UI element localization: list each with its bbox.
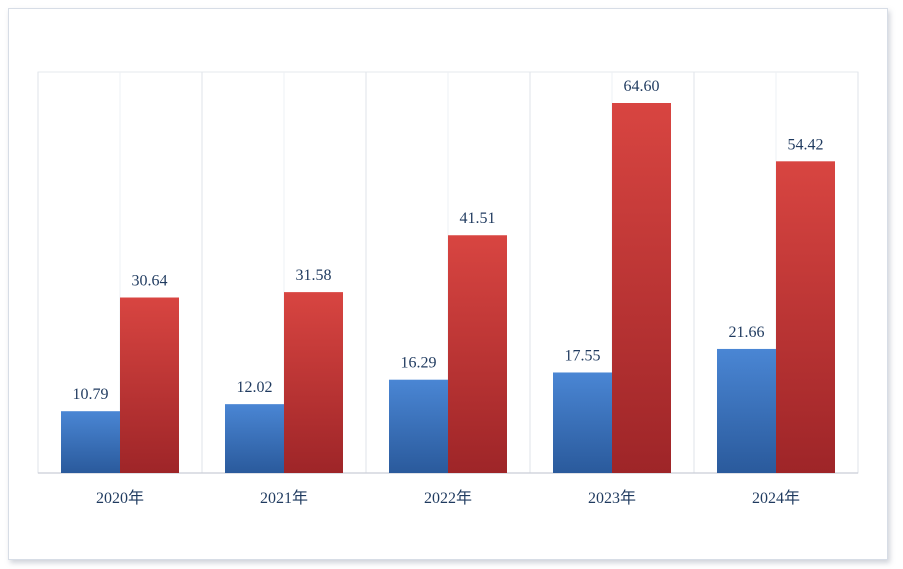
category-label: 2022年 <box>424 489 472 507</box>
data-label: 12.02 <box>237 379 273 396</box>
data-label: 31.58 <box>296 267 332 284</box>
bar-series2-4 <box>776 161 835 473</box>
category-label: 2023年 <box>588 489 636 507</box>
category-label: 2021年 <box>260 489 308 507</box>
bar-series2-1 <box>284 292 343 473</box>
data-label: 10.79 <box>73 386 109 403</box>
category-label: 2020年 <box>96 489 144 507</box>
bar-series2-2 <box>448 235 507 473</box>
data-label: 64.60 <box>624 78 660 95</box>
data-label: 16.29 <box>401 355 437 372</box>
data-label: 30.64 <box>132 273 168 290</box>
bar-series2-0 <box>120 297 179 473</box>
bar-series2-3 <box>612 103 671 473</box>
bar-series1-3 <box>553 372 612 473</box>
bar-series1-2 <box>389 379 448 473</box>
bar-series1-1 <box>225 404 284 473</box>
data-label: 17.55 <box>565 347 601 364</box>
bars-group <box>61 103 835 473</box>
bar-series1-4 <box>717 348 776 473</box>
category-label: 2024年 <box>752 489 800 507</box>
data-labels-group: 10.79 30.64 12.02 31.58 16.29 41.51 17.55 64.60… <box>73 78 824 403</box>
data-label: 41.51 <box>460 210 496 227</box>
category-labels-group: 2020年 2021年 2022年 2023年 2024年 <box>96 489 800 507</box>
data-label: 21.66 <box>729 324 765 341</box>
data-label: 54.42 <box>788 136 824 153</box>
bar-series1-0 <box>61 411 120 473</box>
